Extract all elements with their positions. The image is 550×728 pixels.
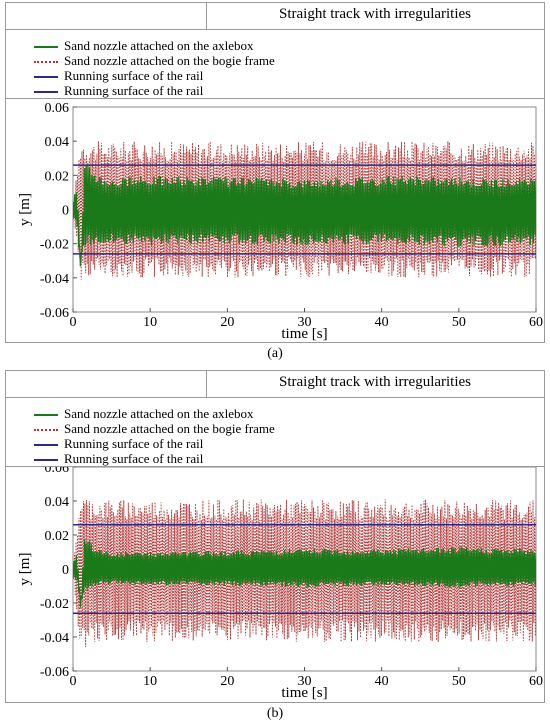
y-tick-label: -0.06 [40,665,69,680]
legend-swatch [34,91,58,93]
series-group [73,499,536,648]
legend-swatch [34,414,58,416]
series-line-axlebox [73,164,536,267]
legend-label: Running surface of the rail [64,436,204,451]
x-tick-label: 60 [529,674,543,689]
figure-caption: (b) [266,706,284,721]
y-tick-label: -0.02 [40,597,69,612]
y-tick-label: 0.06 [45,467,70,476]
legend-swatch [34,46,58,48]
y-tick-label: 0.04 [45,495,70,510]
x-axis-label: time [s] [281,685,327,701]
legend-swatch [34,459,58,461]
plot-area: 0.060.040.020-0.02-0.04-0.060 10 20 30 40 50 6… [17,101,543,342]
x-tick-label: 40 [375,315,389,330]
legend-swatch [34,61,58,63]
chart-panel-b: Straight track with irregularities Sand … [0,368,550,721]
legend-label: Sand nozzle attached on the bogie frame [64,421,275,436]
title-row: Straight track with irregularities [6,3,544,30]
legend-label: Sand nozzle attached on the axlebox [64,406,254,421]
legend-label: Running surface of the rail [64,68,204,83]
x-axis-label: time [s] [281,326,327,342]
x-tick-label: 20 [220,674,234,689]
chart-panel-a: Straight track with irregularities Sand … [0,0,550,361]
x-tick-label: 40 [375,674,389,689]
title-left-cell [6,371,207,397]
series-line-bogie-frame [73,499,536,648]
title-row: Straight track with irregularities [6,371,544,398]
y-tick-label: 0.04 [45,135,70,150]
figure-caption: (a) [267,346,283,361]
x-tick-label: 20 [220,315,234,330]
legend-swatch [34,76,58,78]
legend-label: Running surface of the rail [64,83,204,98]
y-tick-label: 0.06 [45,101,70,116]
series-group [73,141,536,280]
legend: Sand nozzle attached on the axlebox Sand… [6,30,544,99]
series-line-bogie-frame [73,141,536,280]
legend-swatch [34,444,58,446]
y-tick-label: -0.02 [40,238,69,253]
series-line-axlebox [73,539,536,608]
y-tick-label: 0 [62,204,69,219]
chart-title: Straight track with irregularities [278,6,472,22]
plot-area: 0.060.040.020-0.02-0.04-0.060 10 20 30 40 50 6… [17,467,543,701]
y-axis-label: y [m] [17,193,33,226]
x-tick-label: 50 [452,315,466,330]
legend-swatch [34,429,58,431]
x-tick-label: 10 [143,674,157,689]
x-tick-label: 50 [452,674,466,689]
x-tick-label: 10 [143,315,157,330]
legend-label: Running surface of the rail [64,451,204,466]
chart-title: Straight track with irregularities [278,374,472,390]
chart-frame: Straight track with irregularities Sand … [5,2,545,343]
legend-label: Sand nozzle attached on the axlebox [64,38,254,53]
x-tick-label: 30 [298,674,312,689]
chart-frame: Straight track with irregularities Sand … [5,370,545,703]
y-axis-label: y [m] [17,553,33,586]
y-tick-label: 0 [62,563,69,578]
y-tick-label: 0.02 [45,169,70,184]
legend-label: Sand nozzle attached on the bogie frame [64,53,275,68]
x-tick-label: 60 [529,315,543,330]
title-left-cell [6,3,207,29]
legend: Sand nozzle attached on the axlebox Sand… [6,398,544,467]
y-tick-label: -0.04 [40,631,69,646]
y-tick-label: -0.06 [40,306,69,321]
x-tick-label: 30 [298,315,312,330]
x-tick-label: 0 [70,674,77,689]
y-tick-label: 0.02 [45,529,70,544]
x-tick-label: 0 [70,315,77,330]
y-tick-label: -0.04 [40,272,69,287]
